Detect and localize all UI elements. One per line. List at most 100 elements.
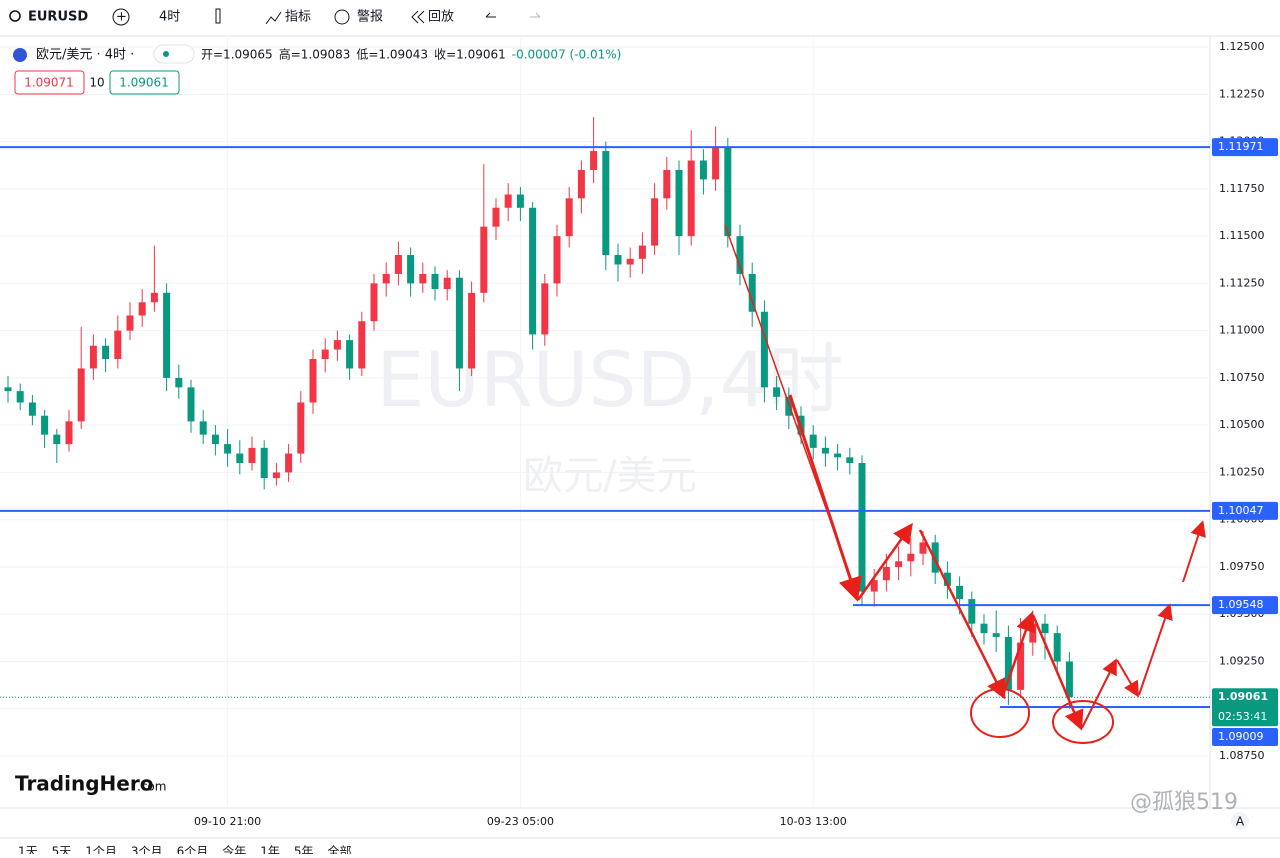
indicators-button[interactable]: 指标 (285, 10, 311, 25)
candle-body (297, 402, 305, 454)
candle-body (468, 292, 476, 369)
buy-box[interactable] (109, 70, 180, 95)
candle-body (394, 255, 402, 274)
range-button[interactable]: 1年 (260, 845, 280, 858)
candle-body (968, 599, 976, 624)
candle-body (541, 283, 549, 335)
logo: TradingHero (15, 772, 153, 796)
arrow (1081, 658, 1117, 729)
candle-body (553, 236, 561, 284)
candle-body (760, 311, 768, 388)
price-badge (1212, 596, 1278, 615)
credit: @孤狼519 (1130, 790, 1238, 815)
chart-type-icon[interactable] (215, 8, 221, 24)
arrow (1138, 603, 1173, 696)
arrow (1182, 520, 1206, 583)
y-tick-label: 1.10250 (1219, 465, 1265, 478)
y-tick-label: 1.11000 (1219, 324, 1265, 337)
range-button[interactable]: 3个月 (131, 845, 163, 858)
candle-body (114, 330, 122, 360)
candle-body (1041, 623, 1049, 634)
undo[interactable] (485, 12, 496, 18)
candle-body (65, 421, 73, 445)
candle-body (1065, 661, 1073, 698)
candle-body (992, 633, 1000, 637)
candle-body (1004, 636, 1012, 690)
candle-body (1053, 633, 1061, 662)
range-button[interactable]: 1天 (18, 845, 38, 858)
spread: 10 (89, 76, 104, 90)
price-badge-label: 1.11971 (1218, 140, 1264, 153)
circle (1052, 700, 1114, 744)
sell-box[interactable] (14, 70, 85, 95)
range-button[interactable]: 6个月 (177, 845, 209, 858)
symbol-button[interactable]: EURUSD (28, 10, 88, 25)
replay-button[interactable]: 回放 (428, 10, 454, 25)
candle-body (675, 169, 683, 237)
interval-button[interactable]: 4时 (159, 10, 180, 25)
search-icon[interactable] (9, 10, 21, 22)
candle-body (370, 283, 378, 322)
range-button[interactable]: 今年 (222, 844, 246, 858)
candle-body (626, 258, 634, 265)
arrow (1001, 611, 1036, 696)
range-button[interactable]: 5天 (52, 845, 72, 858)
candle-body (980, 623, 988, 634)
y-tick-label: 1.11750 (1219, 182, 1265, 195)
candle-body (199, 421, 207, 435)
watermark-subtitle: 欧元/美元 (523, 453, 696, 499)
candle-body (272, 472, 280, 479)
price-badge-label: 1.09548 (1218, 598, 1264, 611)
alert-button[interactable]: 警报 (357, 9, 383, 25)
range-button[interactable]: 全部 (328, 844, 352, 858)
candle-body (248, 447, 256, 463)
candle-body (358, 321, 366, 369)
candle-body (663, 169, 671, 199)
price-badge (1212, 728, 1278, 747)
candle-body (150, 292, 158, 303)
candle-body (712, 147, 720, 180)
x-tick-label: 09-23 05:00 (487, 815, 554, 828)
candle-body (431, 273, 439, 290)
replay-icon (411, 10, 425, 24)
candle-body (882, 566, 890, 581)
range-button[interactable]: 5年 (294, 845, 314, 858)
circle (970, 688, 1030, 738)
candle-body (870, 580, 878, 592)
candle-body (834, 453, 842, 458)
candle-body (382, 273, 390, 284)
candle-body (577, 169, 585, 199)
candle-body (89, 345, 97, 369)
last-price-label: 1.09061 (1218, 690, 1268, 703)
candle-body (638, 245, 646, 259)
add-symbol[interactable] (112, 8, 130, 26)
candle-body (687, 160, 695, 237)
candle-body (126, 315, 134, 331)
price-badge (1212, 138, 1278, 157)
candle-body (443, 277, 451, 290)
candle-body (943, 572, 951, 586)
y-tick-label: 1.09750 (1219, 560, 1265, 573)
countdown: 02:53:41 (1218, 710, 1267, 723)
buy-price: 1.09061 (119, 76, 169, 90)
candle-body (236, 453, 244, 463)
sell-price: 1.09071 (24, 76, 74, 90)
market-open-dot (163, 51, 169, 57)
candle-body (77, 368, 85, 422)
candle-body (492, 207, 500, 227)
candle-body (785, 396, 793, 416)
y-tick-label: 1.12250 (1219, 87, 1265, 100)
candle-body (773, 387, 781, 397)
candle-body (346, 340, 354, 369)
price-badge (1212, 501, 1278, 520)
status-pill (153, 44, 195, 64)
candle-body (651, 198, 659, 246)
range-button[interactable]: 1个月 (85, 845, 117, 858)
candle-body (895, 561, 903, 567)
auto-scale[interactable] (1231, 812, 1249, 830)
candle-body (736, 236, 744, 274)
redo[interactable] (530, 12, 541, 18)
candle-body (455, 277, 463, 369)
